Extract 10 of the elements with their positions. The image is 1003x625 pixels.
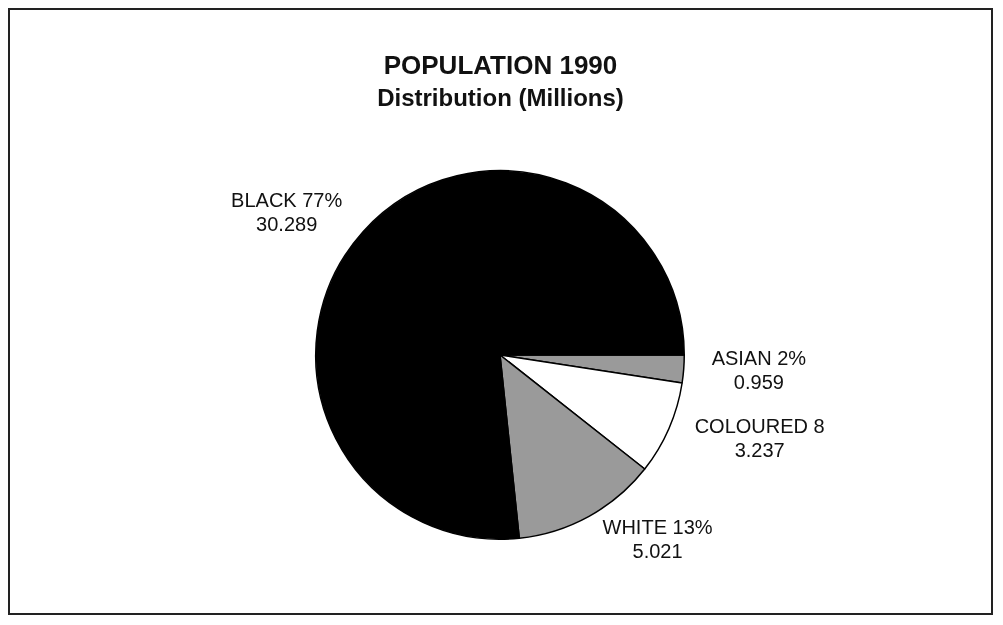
- data-label: 0.959: [733, 370, 784, 393]
- data-label: 30.289: [256, 212, 318, 235]
- data-label: 3.237: [734, 439, 785, 462]
- slice-label: BLACK 77%: [231, 188, 343, 211]
- data-label: 5.021: [632, 540, 683, 563]
- slice-label: ASIAN 2%: [711, 346, 807, 369]
- slice-label: WHITE 13%: [602, 516, 713, 539]
- chart-subtitle: Distribution (Millions): [376, 84, 625, 112]
- chart-title: POPULATION 1990: [382, 50, 619, 81]
- slice-label: COLOURED 8: [694, 415, 825, 438]
